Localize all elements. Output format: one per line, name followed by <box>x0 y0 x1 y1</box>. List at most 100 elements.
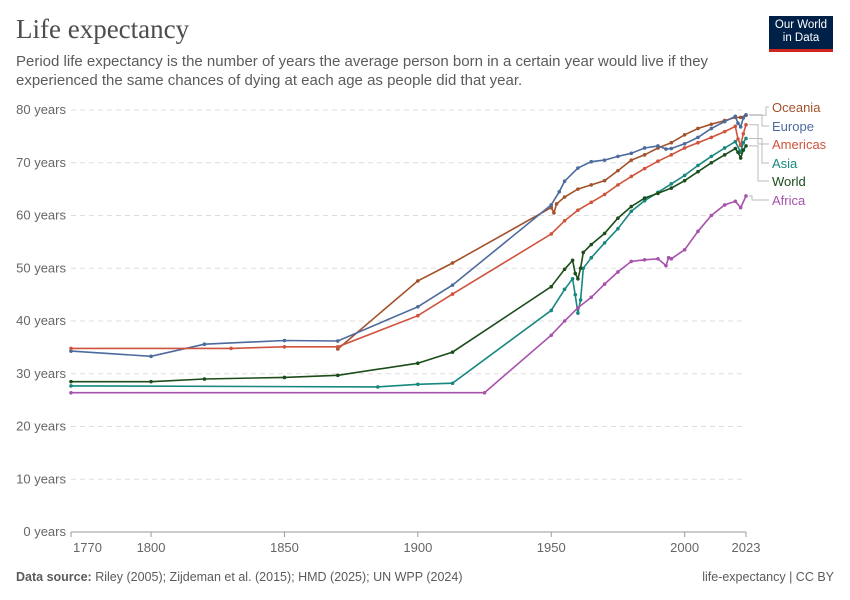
data-point-europe <box>664 147 668 151</box>
data-point-africa <box>576 306 580 310</box>
license-link[interactable]: life-expectancy | CC BY <box>702 570 834 584</box>
data-point-americas <box>602 192 607 197</box>
x-tick-label: 1950 <box>537 540 566 555</box>
legend-connector <box>749 137 769 164</box>
data-point-europe <box>669 146 674 151</box>
data-point-oceania <box>682 132 687 137</box>
data-point-world <box>709 160 714 165</box>
data-point-africa <box>616 270 620 274</box>
data-point-americas <box>562 218 567 223</box>
data-point-asia <box>709 154 714 159</box>
data-point-world <box>573 271 578 276</box>
data-point-oceania <box>562 195 567 199</box>
data-point-oceania <box>669 140 674 145</box>
data-point-africa <box>738 205 743 210</box>
data-point-americas <box>335 345 340 349</box>
data-point-americas <box>696 140 700 145</box>
data-point-oceania <box>576 187 580 191</box>
data-point-africa <box>722 203 727 207</box>
data-point-americas <box>744 122 748 127</box>
data-point-europe <box>562 179 567 184</box>
source-label: Data source: <box>16 570 92 584</box>
data-point-africa <box>629 259 634 264</box>
data-point-americas <box>416 313 420 318</box>
data-point-europe <box>738 125 743 129</box>
data-point-asia <box>696 163 700 168</box>
data-point-world <box>733 146 738 151</box>
data-point-world <box>602 231 607 236</box>
data-point-americas <box>682 146 687 150</box>
legend-connector <box>749 145 769 182</box>
data-point-world <box>416 361 420 366</box>
x-tick-label: 2000 <box>670 540 699 555</box>
data-point-asia <box>669 182 674 186</box>
data-source: Data source: Riley (2005); Zijdeman et a… <box>16 570 463 584</box>
data-point-oceania <box>552 211 556 215</box>
series-line-africa <box>71 195 747 394</box>
data-point-world <box>202 377 207 381</box>
data-point-world <box>656 191 660 196</box>
legend-label-americas: Americas <box>772 137 827 152</box>
data-point-world <box>629 204 634 209</box>
legend-connector <box>749 114 769 127</box>
data-point-asia <box>741 140 746 145</box>
data-point-oceania <box>616 168 620 173</box>
data-point-asia <box>376 385 380 389</box>
data-point-americas <box>741 131 746 136</box>
legend-connector <box>749 124 769 145</box>
data-point-world <box>744 144 748 148</box>
data-point-oceania <box>642 153 647 157</box>
y-tick-label: 50 years <box>16 260 66 275</box>
data-point-asia <box>722 146 727 150</box>
data-point-africa <box>602 282 607 286</box>
data-point-africa <box>696 229 700 234</box>
data-point-asia <box>549 308 554 313</box>
legend-label-africa: Africa <box>772 193 806 208</box>
data-point-asia <box>602 241 607 245</box>
owid-logo[interactable]: Our World in Data <box>769 16 833 52</box>
data-point-africa <box>656 256 660 261</box>
y-tick-label: 20 years <box>16 419 66 434</box>
data-point-americas <box>709 135 714 140</box>
data-point-asia <box>69 384 73 388</box>
data-point-oceania <box>629 158 634 162</box>
data-point-europe <box>616 154 620 159</box>
data-point-asia <box>616 226 620 231</box>
data-point-americas <box>589 200 594 205</box>
data-point-europe <box>549 203 554 207</box>
data-point-europe <box>69 349 73 353</box>
legend-label-asia: Asia <box>772 156 798 171</box>
data-point-world <box>450 350 455 354</box>
data-point-oceania <box>738 115 743 120</box>
series-line-oceania <box>337 114 747 350</box>
data-point-europe <box>722 119 727 124</box>
data-point-world <box>562 267 567 272</box>
data-point-world <box>570 258 575 263</box>
legend-connector <box>749 106 769 116</box>
series-line-world <box>71 145 747 383</box>
data-point-asia <box>642 198 647 203</box>
x-tick-label: 1770 <box>73 540 102 555</box>
data-point-americas <box>229 346 233 351</box>
data-point-world <box>736 150 740 154</box>
data-point-asia <box>416 382 420 387</box>
x-tick-label: 1900 <box>403 540 432 555</box>
data-point-europe <box>335 339 340 343</box>
data-point-oceania <box>549 205 554 210</box>
data-point-oceania <box>709 122 714 127</box>
data-point-americas <box>656 159 660 163</box>
data-point-europe <box>416 304 420 309</box>
data-point-europe <box>282 338 287 343</box>
data-point-world <box>282 375 287 380</box>
data-point-oceania <box>450 261 455 265</box>
data-point-asia <box>581 266 586 271</box>
data-point-asia <box>589 255 594 260</box>
legend-label-world: World <box>772 174 806 189</box>
y-tick-label: 0 years <box>23 524 66 539</box>
y-tick-label: 80 years <box>16 102 66 117</box>
data-point-africa <box>682 247 687 252</box>
data-point-europe <box>450 283 455 287</box>
data-point-world <box>576 277 580 281</box>
data-point-americas <box>282 345 287 349</box>
